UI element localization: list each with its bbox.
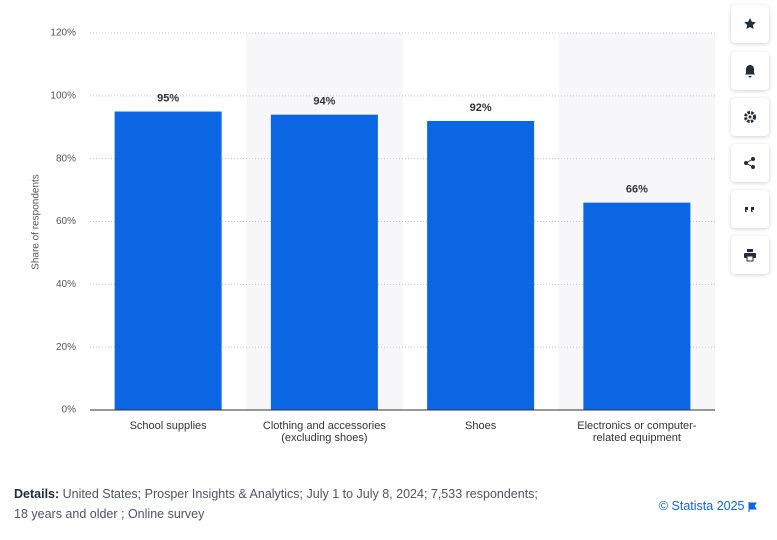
y-tick-label: 40% bbox=[56, 279, 76, 290]
print-button[interactable] bbox=[731, 236, 769, 274]
value-label: 94% bbox=[313, 96, 335, 108]
x-tick-label: Shoes bbox=[465, 420, 497, 432]
value-label: 95% bbox=[157, 92, 179, 104]
bar bbox=[427, 120, 535, 410]
details-label: Details: bbox=[14, 487, 60, 501]
cite-button[interactable] bbox=[731, 190, 769, 228]
favorite-button[interactable] bbox=[731, 5, 769, 43]
details: Details: United States; Prosper Insights… bbox=[14, 484, 554, 524]
details-text: United States; Prosper Insights & Analyt… bbox=[14, 487, 538, 521]
y-tick-label: 80% bbox=[56, 153, 76, 164]
flag-icon bbox=[748, 501, 757, 512]
y-tick-label: 100% bbox=[50, 90, 76, 101]
bar bbox=[114, 111, 222, 411]
copyright-text[interactable]: © Statista 2025 bbox=[658, 499, 745, 513]
chart: Share of respondents 0% 20% 40% 60% 80% 100% 1… bbox=[31, 28, 715, 416]
y-tick-label: 0% bbox=[62, 405, 77, 416]
y-tick-label: 120% bbox=[50, 28, 76, 39]
y-tick-label: 60% bbox=[56, 216, 76, 227]
x-tick-label: Clothing and accessories (excluding shoe… bbox=[262, 420, 386, 444]
x-tick-label: School supplies bbox=[129, 420, 207, 432]
y-axis-label: Share of respondents bbox=[31, 174, 42, 270]
value-label: 66% bbox=[626, 184, 648, 196]
settings-button[interactable] bbox=[731, 98, 769, 136]
y-tick-label: 20% bbox=[56, 342, 76, 353]
share-button[interactable] bbox=[731, 144, 769, 182]
bar bbox=[270, 114, 378, 410]
notification-button[interactable] bbox=[731, 52, 769, 90]
x-tick-label: Electronics or computer-related equipmen… bbox=[577, 420, 697, 444]
value-label: 92% bbox=[470, 102, 492, 114]
bar bbox=[583, 202, 691, 410]
copyright[interactable]: © Statista 2025 bbox=[659, 499, 757, 513]
